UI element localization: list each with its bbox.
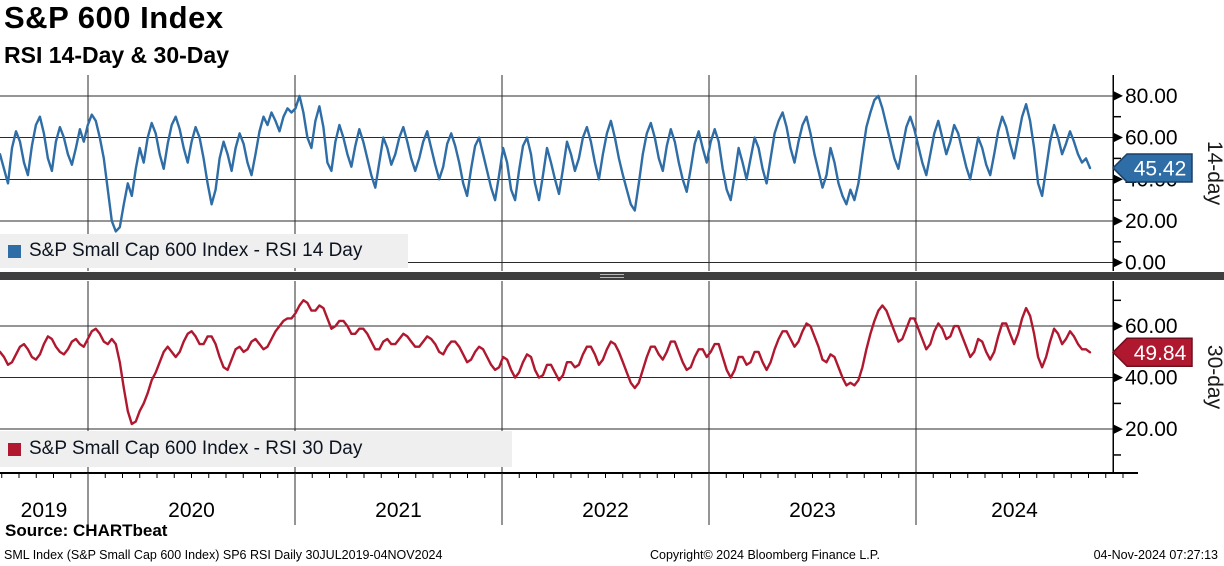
tick-arrow-icon [1113, 321, 1123, 332]
last-value-tag [1111, 337, 1193, 368]
tick-arrow-icon [1113, 90, 1123, 101]
y-tick-label: 20.00 [1125, 210, 1178, 233]
y-tick-label: 60.00 [1125, 315, 1178, 338]
legend-swatch-red-icon [8, 442, 21, 456]
last-value-label: 49.84 [1134, 342, 1187, 365]
page-title: S&P 600 Index [4, 0, 224, 35]
panel-axis-title: 30-day [1203, 345, 1224, 410]
last-value-tag [1111, 153, 1193, 183]
y-tick-label: 0.00 [1125, 252, 1166, 275]
y-tick-label: 80.00 [1125, 85, 1178, 108]
legend-label-rsi-14: S&P Small Cap 600 Index - RSI 14 Day [29, 240, 363, 261]
tick-arrow-icon [1113, 372, 1123, 383]
splitter-grip-icon[interactable] [600, 273, 624, 279]
y-tick-label: 20.00 [1125, 418, 1178, 441]
tick-arrow-icon [1113, 174, 1123, 185]
page-subtitle: RSI 14-Day & 30-Day [4, 42, 229, 68]
rsi-14-day-line [0, 94, 1092, 233]
footer-timestamp: 04-Nov-2024 07:27:13 [1093, 548, 1218, 562]
legend-swatch-blue-icon [8, 244, 21, 258]
year-label: 2019 [21, 499, 68, 522]
rsi-30-day-line [0, 299, 1092, 426]
last-value-label: 45.42 [1134, 157, 1187, 180]
year-label: 2022 [582, 499, 629, 522]
year-label: 2023 [789, 499, 836, 522]
tick-arrow-icon [1113, 424, 1123, 435]
footer-ticker-info: SML Index (S&P Small Cap 600 Index) SP6 … [4, 548, 443, 562]
tick-arrow-icon [1113, 215, 1123, 226]
legend-label-rsi-30: S&P Small Cap 600 Index - RSI 30 Day [29, 438, 363, 459]
legend-rsi-30: S&P Small Cap 600 Index - RSI 30 Day [0, 431, 512, 467]
y-tick-label: 40.00 [1125, 367, 1178, 390]
tick-arrow-icon [1113, 132, 1123, 143]
legend-rsi-14: S&P Small Cap 600 Index - RSI 14 Day [0, 234, 408, 268]
year-label: 2021 [375, 499, 422, 522]
year-label: 2020 [168, 499, 215, 522]
source-label: Source: CHARTbeat [5, 521, 168, 540]
panel-axis-title: 14-day [1203, 141, 1224, 206]
y-tick-label: 60.00 [1125, 127, 1178, 150]
tick-arrow-icon [1113, 257, 1123, 268]
year-label: 2024 [991, 499, 1038, 522]
footer-copyright: Copyright© 2024 Bloomberg Finance L.P. [650, 548, 880, 562]
